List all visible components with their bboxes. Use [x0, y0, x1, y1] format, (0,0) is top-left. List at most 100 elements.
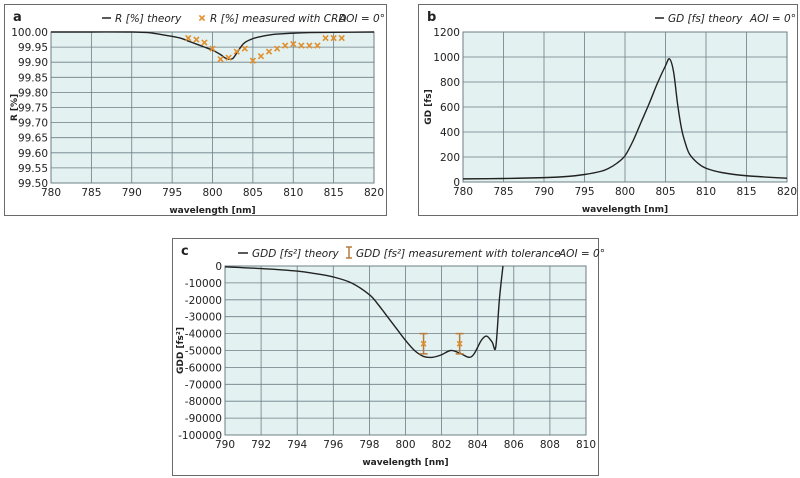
measurement-errorbar	[419, 332, 428, 355]
y-tick-label: -90000	[185, 413, 222, 425]
y-tick-label: -80000	[185, 396, 222, 408]
measured-point	[282, 42, 289, 49]
y-tick-label: 99.80	[18, 87, 48, 99]
marker-stroke	[322, 34, 329, 42]
x-tick-label: 790	[122, 187, 142, 199]
marker-stroke	[338, 34, 345, 42]
y-tick-label: 99.65	[18, 133, 48, 145]
measured-point	[201, 39, 208, 46]
y-tick-label: 600	[440, 102, 460, 114]
x-tick-label: 780	[453, 186, 473, 198]
legend-measured: R [%] measured with CRD	[210, 13, 347, 25]
measured-point	[290, 40, 297, 48]
marker-stroke	[298, 42, 305, 49]
aoi-annotation: AOI = 0°	[558, 248, 605, 260]
x-tick-label: 796	[323, 439, 343, 451]
marker-stroke	[330, 34, 337, 42]
y-tick-label: 99.60	[18, 148, 48, 160]
marker-stroke	[282, 42, 289, 49]
measured-point	[185, 34, 192, 42]
marker-stroke	[420, 340, 427, 347]
x-tick-label: 795	[574, 186, 594, 198]
marker-stroke	[456, 340, 463, 347]
legend-theory: R [%] theory	[115, 13, 182, 25]
y-tick-label: 99.75	[18, 103, 48, 115]
panel-letter: c	[181, 244, 189, 259]
marker-stroke	[233, 48, 240, 55]
x-tick-label: 790	[534, 186, 554, 198]
measured-point	[193, 36, 200, 43]
marker-stroke	[209, 45, 216, 52]
y-tick-label: -30000	[185, 312, 222, 324]
marker-stroke	[290, 40, 297, 48]
measured-point	[209, 45, 216, 52]
reflectance-chart: 780 785 790 795 800 805 810 815 820 99.50 99.55 99.…	[10, 10, 385, 216]
y-tick-label: -70000	[185, 379, 222, 391]
marker-stroke	[265, 48, 273, 55]
x-tick-label: 790	[215, 439, 235, 451]
measured-point	[233, 48, 240, 55]
measured-point	[249, 57, 257, 64]
x-tick-label: 820	[364, 187, 384, 199]
legend-marker-swatch	[198, 14, 206, 22]
theory-curve	[50, 31, 375, 61]
x-tick-label: 820	[777, 186, 797, 198]
marker-stroke	[201, 39, 208, 46]
x-axis-label: wavelength [nm]	[582, 205, 668, 215]
y-tick-label: -40000	[185, 329, 222, 341]
y-tick-label: 800	[440, 77, 460, 89]
marker-stroke	[193, 36, 200, 43]
x-tick-label: 805	[243, 187, 263, 199]
measured-point	[330, 34, 337, 42]
measured-point	[241, 45, 248, 52]
measured-point	[217, 56, 224, 63]
aoi-annotation: AOI = 0°	[749, 13, 796, 25]
marker-stroke	[257, 52, 265, 60]
chart-panel-a: 780 785 790 795 800 805 810 815 820 99.50 99.55 99.…	[4, 4, 387, 216]
legend-theory: GD [fs] theory	[668, 13, 743, 25]
y-tick-label: 99.55	[18, 163, 48, 175]
measured-point	[298, 42, 305, 49]
x-tick-label: 810	[576, 439, 596, 451]
y-tick-label: 0	[215, 261, 222, 273]
y-axis-label: R [%]	[10, 94, 20, 121]
measured-point	[225, 54, 232, 61]
y-tick-label: -100000	[178, 430, 222, 442]
marker-stroke	[306, 42, 313, 49]
legend-measurement: GDD [fs²] measurement with tolerance	[356, 248, 561, 260]
legend-theory: GDD [fs²] theory	[252, 248, 340, 260]
x-tick-label: 802	[432, 439, 452, 451]
x-axis-label: wavelength [nm]	[362, 458, 448, 468]
x-tick-label: 806	[504, 439, 524, 451]
chart-panel-c: 790 792 794 796 798 800 802 804 806 808 810 0 -10000…	[172, 238, 605, 476]
y-axis-label: GD [fs]	[424, 89, 434, 125]
x-tick-label: 800	[615, 186, 635, 198]
x-tick-label: 798	[359, 439, 379, 451]
theory-curve	[224, 265, 504, 359]
marker-stroke	[314, 42, 321, 49]
y-tick-label: -60000	[185, 362, 222, 374]
marker-stroke	[241, 45, 248, 52]
x-tick-label: 808	[540, 439, 560, 451]
y-tick-label: -10000	[185, 278, 222, 290]
x-axis-label: wavelength [nm]	[169, 206, 255, 216]
y-tick-label: 1200	[433, 27, 460, 39]
group-delay-chart: 780 785 790 795 800 805 810 815 820 0 200 400 600 800…	[424, 10, 797, 215]
panel-letter: a	[13, 10, 22, 25]
y-tick-label: 400	[440, 127, 460, 139]
panel-letter: b	[427, 10, 436, 25]
aoi-annotation: AOI = 0°	[338, 13, 385, 25]
marker-stroke	[185, 34, 192, 42]
y-tick-label: 99.90	[18, 57, 48, 69]
measured-point	[314, 42, 321, 49]
y-tick-label: 99.85	[18, 72, 48, 84]
x-tick-label: 805	[655, 186, 675, 198]
x-tick-label: 800	[395, 439, 415, 451]
marker-stroke	[225, 54, 232, 61]
y-tick-label: 1000	[433, 52, 460, 64]
measured-point	[338, 34, 345, 42]
y-tick-label: 99.70	[18, 118, 48, 130]
marker-stroke	[217, 56, 224, 63]
y-tick-label: 99.95	[18, 42, 48, 54]
x-tick-label: 785	[81, 187, 101, 199]
